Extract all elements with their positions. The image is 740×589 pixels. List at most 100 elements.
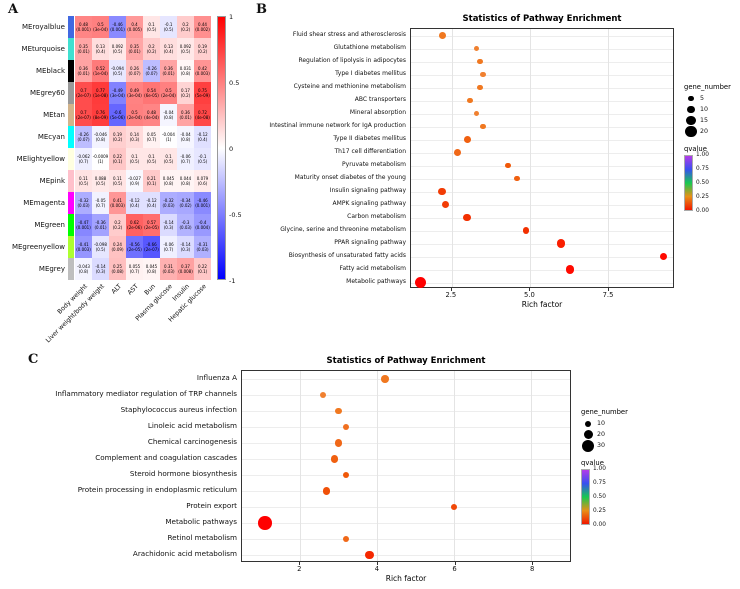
heatmap-cell: -0.6 (5e-06)	[109, 104, 126, 126]
heatmap-cell: 0.41 (0.003)	[109, 192, 126, 214]
heatmap-row: MEmagenta -0.32 (0.03) -0.05 (0.7) 0.41 (0.003…	[10, 192, 211, 214]
h-gridline	[411, 126, 673, 128]
plot-c-plot-area	[241, 370, 571, 562]
heatmap-area: MEroyalblue 0.48 (0.001) 0.5 (3e-04) -0.46 (0.…	[10, 13, 248, 285]
heatmap-cell: -0.12 (0.4)	[143, 192, 160, 214]
cell-pvalue: (0.001)	[76, 225, 91, 230]
cell-correlation: 0.1	[148, 22, 155, 27]
heatmap-cell: 0.26 (0.07)	[126, 60, 143, 82]
qvalue-tick-label: 1.00	[696, 152, 709, 158]
cell-pvalue: (0.01)	[128, 49, 141, 54]
legend-size-label: 15	[700, 117, 709, 124]
legend-size-dot-wrap	[684, 125, 698, 138]
pathway-label: Glycine, serine and threonine metabolism	[280, 226, 406, 233]
cell-pvalue: (0.07)	[128, 71, 141, 76]
cell-correlation: -0.36	[95, 220, 106, 225]
legend-size-dot	[686, 115, 696, 126]
qvalue-tick-label: 0.75	[593, 480, 606, 486]
h-gridline	[411, 87, 673, 89]
heatmap-cell: -0.043 (0.8)	[75, 258, 92, 280]
cell-correlation: -0.05	[95, 198, 106, 203]
heatmap-cell: -0.34 (0.02)	[177, 192, 194, 214]
heatmap-cell: -0.04 (0.8)	[160, 104, 177, 126]
heatmap-cell: 0.57 (2e-05)	[143, 214, 160, 236]
h-gridline	[411, 35, 673, 37]
h-gridline	[242, 555, 570, 556]
cell-pvalue: (0.003)	[76, 247, 91, 252]
plot-b-title: Statistics of Pathway Enrichment	[462, 14, 622, 24]
heatmap-cell: -0.49 (3e-04)	[109, 82, 126, 104]
h-gridline	[411, 74, 673, 76]
data-point	[476, 58, 483, 65]
legend-size-dot-wrap	[684, 95, 698, 102]
heatmap-cell: 0.7 (2e-07)	[75, 82, 92, 104]
heatmap-cell: 0.13 (0.4)	[92, 38, 109, 60]
module-label: MEgreenyellow	[11, 243, 65, 251]
plot-b-x-axis-label: Rich factor	[521, 300, 563, 309]
cell-correlation: 0.35	[130, 44, 139, 49]
cell-pvalue: (0.8)	[163, 181, 174, 186]
heatmap-cell: 0.031 (0.8)	[177, 60, 194, 82]
heatmap-cell: 0.62 (2e-06)	[126, 214, 143, 236]
data-point	[479, 71, 486, 78]
data-point	[414, 276, 426, 289]
cell-pvalue: (6e-05)	[144, 93, 159, 98]
heatmap-cell: 0.19 (0.2)	[194, 38, 211, 60]
data-point	[451, 504, 458, 510]
h-gridline	[411, 243, 673, 245]
v-gridline	[377, 371, 379, 561]
heatmap-cell: -0.56 (2e-05)	[126, 236, 143, 258]
legend-size-label: 30	[597, 442, 606, 449]
module-label: MEmagenta	[23, 199, 65, 207]
heatmap-cell: -0.26 (0.07)	[75, 126, 92, 148]
cell-pvalue: (0.001)	[195, 203, 210, 208]
cell-correlation: 0.57	[147, 220, 156, 225]
heatmap-cell: 0.42 (0.003)	[194, 60, 211, 82]
x-tick-mark	[529, 288, 531, 291]
colorbar-tick-label: 0.5	[229, 79, 240, 87]
h-gridline	[242, 507, 570, 508]
heatmap-cell: 0.36 (0.01)	[177, 104, 194, 126]
v-gridline	[454, 371, 456, 561]
pathway-label: Mineral absorption	[349, 109, 406, 116]
legend-size-dot-wrap	[684, 105, 698, 114]
cell-correlation: 0.37	[181, 264, 190, 269]
data-point	[565, 265, 575, 274]
cell-pvalue: (0.4)	[146, 203, 157, 208]
cell-correlation: 0.2	[114, 220, 121, 225]
heatmap-cell: 0.044 (0.8)	[177, 170, 194, 192]
v-gridline	[451, 29, 453, 287]
plot-b-plot-column: 2.5 5.0 7.5 Rich factor	[410, 28, 674, 309]
cell-correlation: 0.11	[113, 176, 122, 181]
cell-pvalue: (0.004)	[195, 225, 210, 230]
cell-pvalue: (0.7)	[180, 159, 191, 164]
qvalue-gradient-labels: 1.00 0.75 0.50 0.25 0.00	[696, 152, 720, 214]
heatmap-cell: 0.2 (0.2)	[109, 214, 126, 236]
heatmap-cell: -0.12 (0.4)	[194, 126, 211, 148]
qvalue-tick-label: 0.75	[696, 166, 709, 172]
panel-b-label: B	[256, 2, 267, 17]
h-gridline	[411, 230, 673, 232]
data-point	[365, 550, 374, 560]
cell-pvalue: (0.6)	[197, 181, 208, 186]
cell-correlation: -0.062	[77, 154, 90, 159]
cell-correlation: 0.49	[130, 88, 139, 93]
cell-pvalue: (0.1)	[146, 181, 157, 186]
data-point	[523, 227, 530, 234]
cell-pvalue: (0.5)	[95, 181, 106, 186]
heatmap-cell: 0.1 (0.5)	[126, 148, 143, 170]
cell-pvalue: (0.5)	[112, 49, 123, 54]
x-tick-label: 7.5	[602, 291, 614, 299]
heatmap-cell: -0.14 (0.3)	[177, 236, 194, 258]
data-point	[556, 239, 565, 248]
cell-correlation: 0.031	[179, 66, 192, 71]
cell-pvalue: (0.5)	[163, 27, 174, 32]
cell-correlation: 0.72	[198, 110, 207, 115]
pathway-label: Carbon metabolism	[347, 213, 406, 220]
heatmap-cell: -0.32 (0.03)	[75, 192, 92, 214]
heatmap-cell: -0.0009 (1)	[92, 148, 109, 170]
cell-pvalue: (0.2)	[112, 137, 123, 142]
cell-correlation: -0.41	[78, 242, 89, 247]
cell-correlation: -0.046	[94, 132, 107, 137]
cell-correlation: 0.1	[131, 154, 138, 159]
